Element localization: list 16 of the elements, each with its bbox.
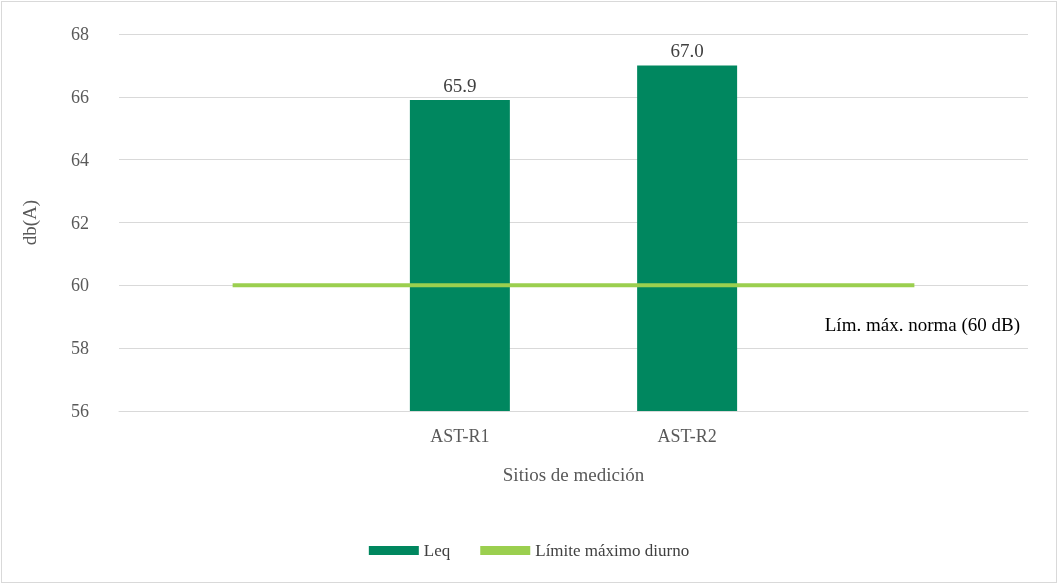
y-tick-label: 58 — [71, 338, 89, 359]
y-tick-label: 62 — [71, 212, 89, 233]
y-tick-label: 60 — [71, 275, 89, 296]
data-label: 67.0 — [670, 40, 704, 62]
x-axis-title: Sitios de medición — [502, 464, 645, 485]
y-tick-label: 68 — [71, 24, 89, 44]
x-tick-label: AST-R1 — [430, 426, 490, 446]
legend-label: Leq — [423, 541, 451, 560]
y-axis-title: db(A) — [19, 199, 41, 246]
y-tick-label: 64 — [71, 149, 89, 170]
data-label: 65.9 — [443, 74, 477, 96]
y-tick-label: 56 — [71, 401, 89, 421]
y-tick-label: 66 — [71, 86, 89, 107]
legend-label: Límite máximo diurno — [535, 541, 690, 560]
annotation: Lím. máx. norma (60 dB) — [824, 314, 1021, 336]
x-tick-label: AST-R2 — [657, 426, 717, 446]
